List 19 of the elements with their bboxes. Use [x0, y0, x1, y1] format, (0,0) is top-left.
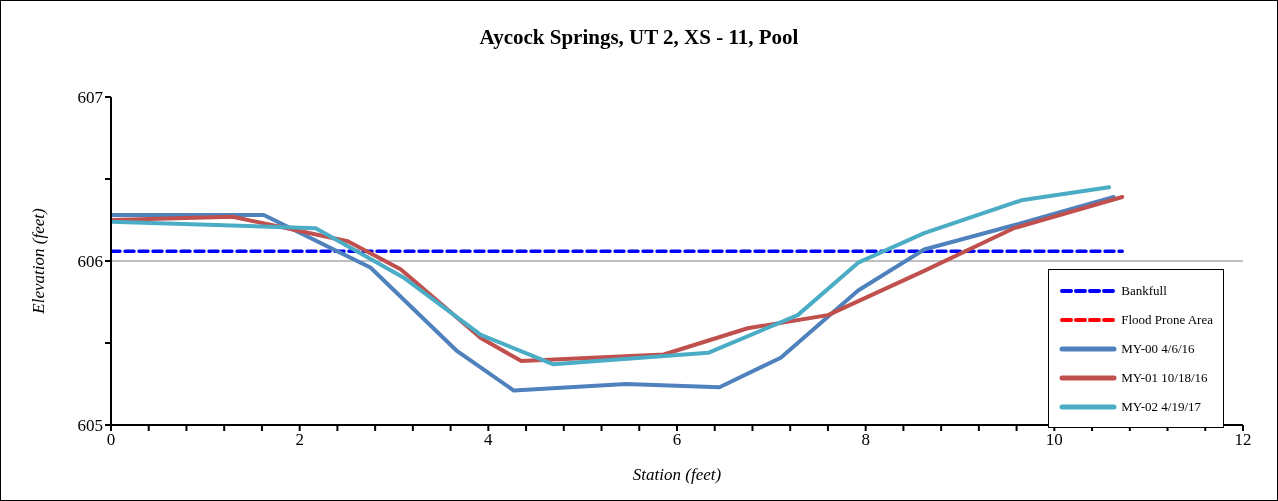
line-series — [111, 195, 1116, 393]
x-tick-label: 10 — [1045, 430, 1063, 450]
x-tick-label: 2 — [295, 430, 304, 450]
chart-title: Aycock Springs, UT 2, XS - 11, Pool — [478, 25, 800, 50]
x-tick-label: 4 — [484, 430, 494, 450]
legend-label: MY-02 4/19/17 — [1121, 398, 1202, 415]
x-tick-label: 8 — [861, 430, 870, 450]
y-tick-label: 607 — [77, 88, 104, 108]
legend-label: Bankfull — [1121, 282, 1167, 299]
legend-label: MY-00 4/6/16 — [1121, 340, 1195, 357]
y-tick-label: 606 — [77, 252, 103, 272]
y-axis-title: Elevation (feet) — [29, 208, 49, 314]
legend-label: Flood Prone Area — [1121, 311, 1213, 328]
x-tick-label: 0 — [106, 430, 116, 450]
legend-label: MY-01 10/18/16 — [1121, 369, 1208, 386]
y-tick-label: 605 — [77, 416, 103, 436]
x-axis-title: Station (feet) — [631, 465, 723, 485]
x-tick-label: 12 — [1234, 430, 1252, 450]
x-tick-label: 6 — [672, 430, 682, 450]
